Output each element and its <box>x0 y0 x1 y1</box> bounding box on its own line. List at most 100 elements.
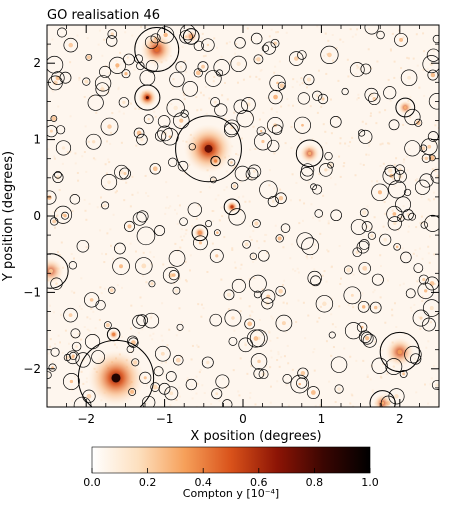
noise-speck <box>402 123 405 126</box>
cluster-ring <box>133 127 145 139</box>
cluster-ring <box>250 353 268 370</box>
noise-speck <box>67 342 70 345</box>
noise-speck <box>175 334 178 337</box>
cluster-ring <box>427 69 439 81</box>
cluster-ring <box>210 176 217 184</box>
noise-speck <box>386 228 389 231</box>
noise-speck <box>70 193 73 196</box>
noise-speck <box>83 150 86 153</box>
cluster-ring <box>71 341 82 352</box>
noise-speck <box>142 251 145 254</box>
noise-speck <box>320 105 323 108</box>
faint-source <box>150 282 154 286</box>
cluster-ring <box>312 90 323 101</box>
noise-speck <box>421 257 424 260</box>
cluster-ring <box>382 166 401 185</box>
cluster-ring <box>233 99 248 114</box>
noise-speck <box>371 185 374 188</box>
noise-speck <box>239 181 242 184</box>
noise-speck <box>53 157 56 160</box>
noise-speck <box>250 238 253 241</box>
noise-speck <box>184 172 187 175</box>
noise-speck <box>115 346 118 349</box>
noise-speck <box>140 25 143 28</box>
noise-speck <box>369 378 372 381</box>
faint-source <box>110 32 114 36</box>
noise-speck <box>213 76 216 79</box>
faint-source <box>69 379 74 384</box>
noise-speck <box>172 78 175 81</box>
noise-speck <box>257 247 260 250</box>
cluster-ring <box>172 286 181 295</box>
cluster-core <box>112 332 116 336</box>
colorbar-tick-label: 0.2 <box>139 476 157 489</box>
noise-speck <box>421 221 424 224</box>
noise-speck <box>350 393 353 396</box>
cluster-ring <box>188 143 196 151</box>
noise-speck <box>216 60 219 63</box>
noise-speck <box>297 299 300 302</box>
noise-speck <box>401 247 404 250</box>
noise-speck <box>245 176 248 179</box>
faint-source <box>215 392 219 396</box>
noise-speck <box>302 301 305 304</box>
noise-speck <box>402 36 405 39</box>
faint-source <box>61 146 66 150</box>
noise-speck <box>391 32 394 35</box>
cluster-core <box>308 151 312 155</box>
noise-speck <box>414 179 417 182</box>
noise-speck <box>145 402 148 405</box>
cluster-ring <box>214 103 228 117</box>
noise-speck <box>417 315 420 318</box>
y-tick-label: −1 <box>23 285 41 299</box>
noise-speck <box>113 45 116 48</box>
faint-source <box>321 97 325 101</box>
noise-speck <box>167 207 170 210</box>
noise-speck <box>160 334 163 337</box>
noise-speck <box>298 199 301 202</box>
cluster-ring-major <box>223 198 241 216</box>
cluster-ring-major <box>369 390 396 407</box>
cluster-ring <box>201 38 215 52</box>
colorbar-tick-label: 0.0 <box>83 476 101 489</box>
noise-speck <box>89 317 92 320</box>
noise-speck <box>430 377 433 380</box>
cluster-ring <box>211 388 223 400</box>
noise-speck <box>151 338 154 341</box>
noise-speck <box>270 108 273 111</box>
noise-speck <box>437 269 439 272</box>
cluster-core <box>111 373 121 383</box>
noise-speck <box>209 175 212 178</box>
noise-speck <box>287 362 290 365</box>
noise-speck <box>340 277 343 280</box>
noise-speck <box>139 296 142 299</box>
cluster-ring <box>296 232 314 250</box>
noise-speck <box>51 38 54 41</box>
noise-speck <box>183 60 186 63</box>
x-tick-label: −1 <box>156 412 174 426</box>
cluster-ring <box>413 263 424 273</box>
noise-speck <box>169 205 172 208</box>
noise-speck <box>109 228 112 231</box>
noise-speck <box>134 129 137 132</box>
noise-speck <box>88 202 91 205</box>
noise-speck <box>57 105 60 108</box>
cluster-ring <box>162 266 180 284</box>
noise-speck <box>85 218 88 221</box>
plot-area: −2 −1 0 1 2 −2 −1 0 1 2 <box>23 24 440 426</box>
noise-speck <box>115 67 118 70</box>
noise-speck <box>150 313 153 316</box>
cluster-ring <box>259 180 278 199</box>
noise-speck <box>140 305 143 308</box>
noise-speck <box>76 172 79 175</box>
noise-speck <box>104 184 107 187</box>
noise-speck <box>249 148 252 151</box>
noise-speck <box>162 138 165 141</box>
noise-speck <box>191 344 194 347</box>
noise-speck <box>78 305 81 308</box>
cluster-ring-major <box>175 115 242 183</box>
noise-speck <box>212 220 215 223</box>
noise-speck <box>275 110 278 113</box>
cluster-ring <box>227 158 236 167</box>
noise-speck <box>421 300 424 303</box>
